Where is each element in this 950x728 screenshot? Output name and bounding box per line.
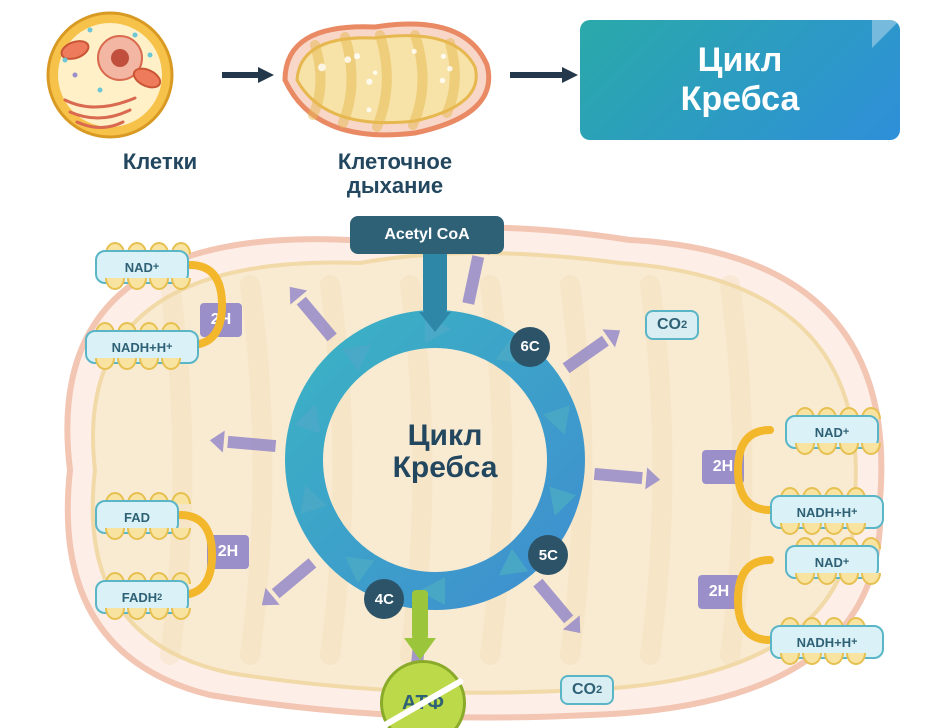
cycle-center-title: ЦиклКребса (370, 420, 520, 483)
co2-box: CO2 (645, 310, 699, 340)
title-box: ЦиклКребса (580, 20, 900, 140)
acetyl-coa-box: Acetyl CoA (350, 216, 504, 254)
cycle-node: 6C (510, 327, 550, 367)
co2-box: CO2 (560, 675, 614, 705)
